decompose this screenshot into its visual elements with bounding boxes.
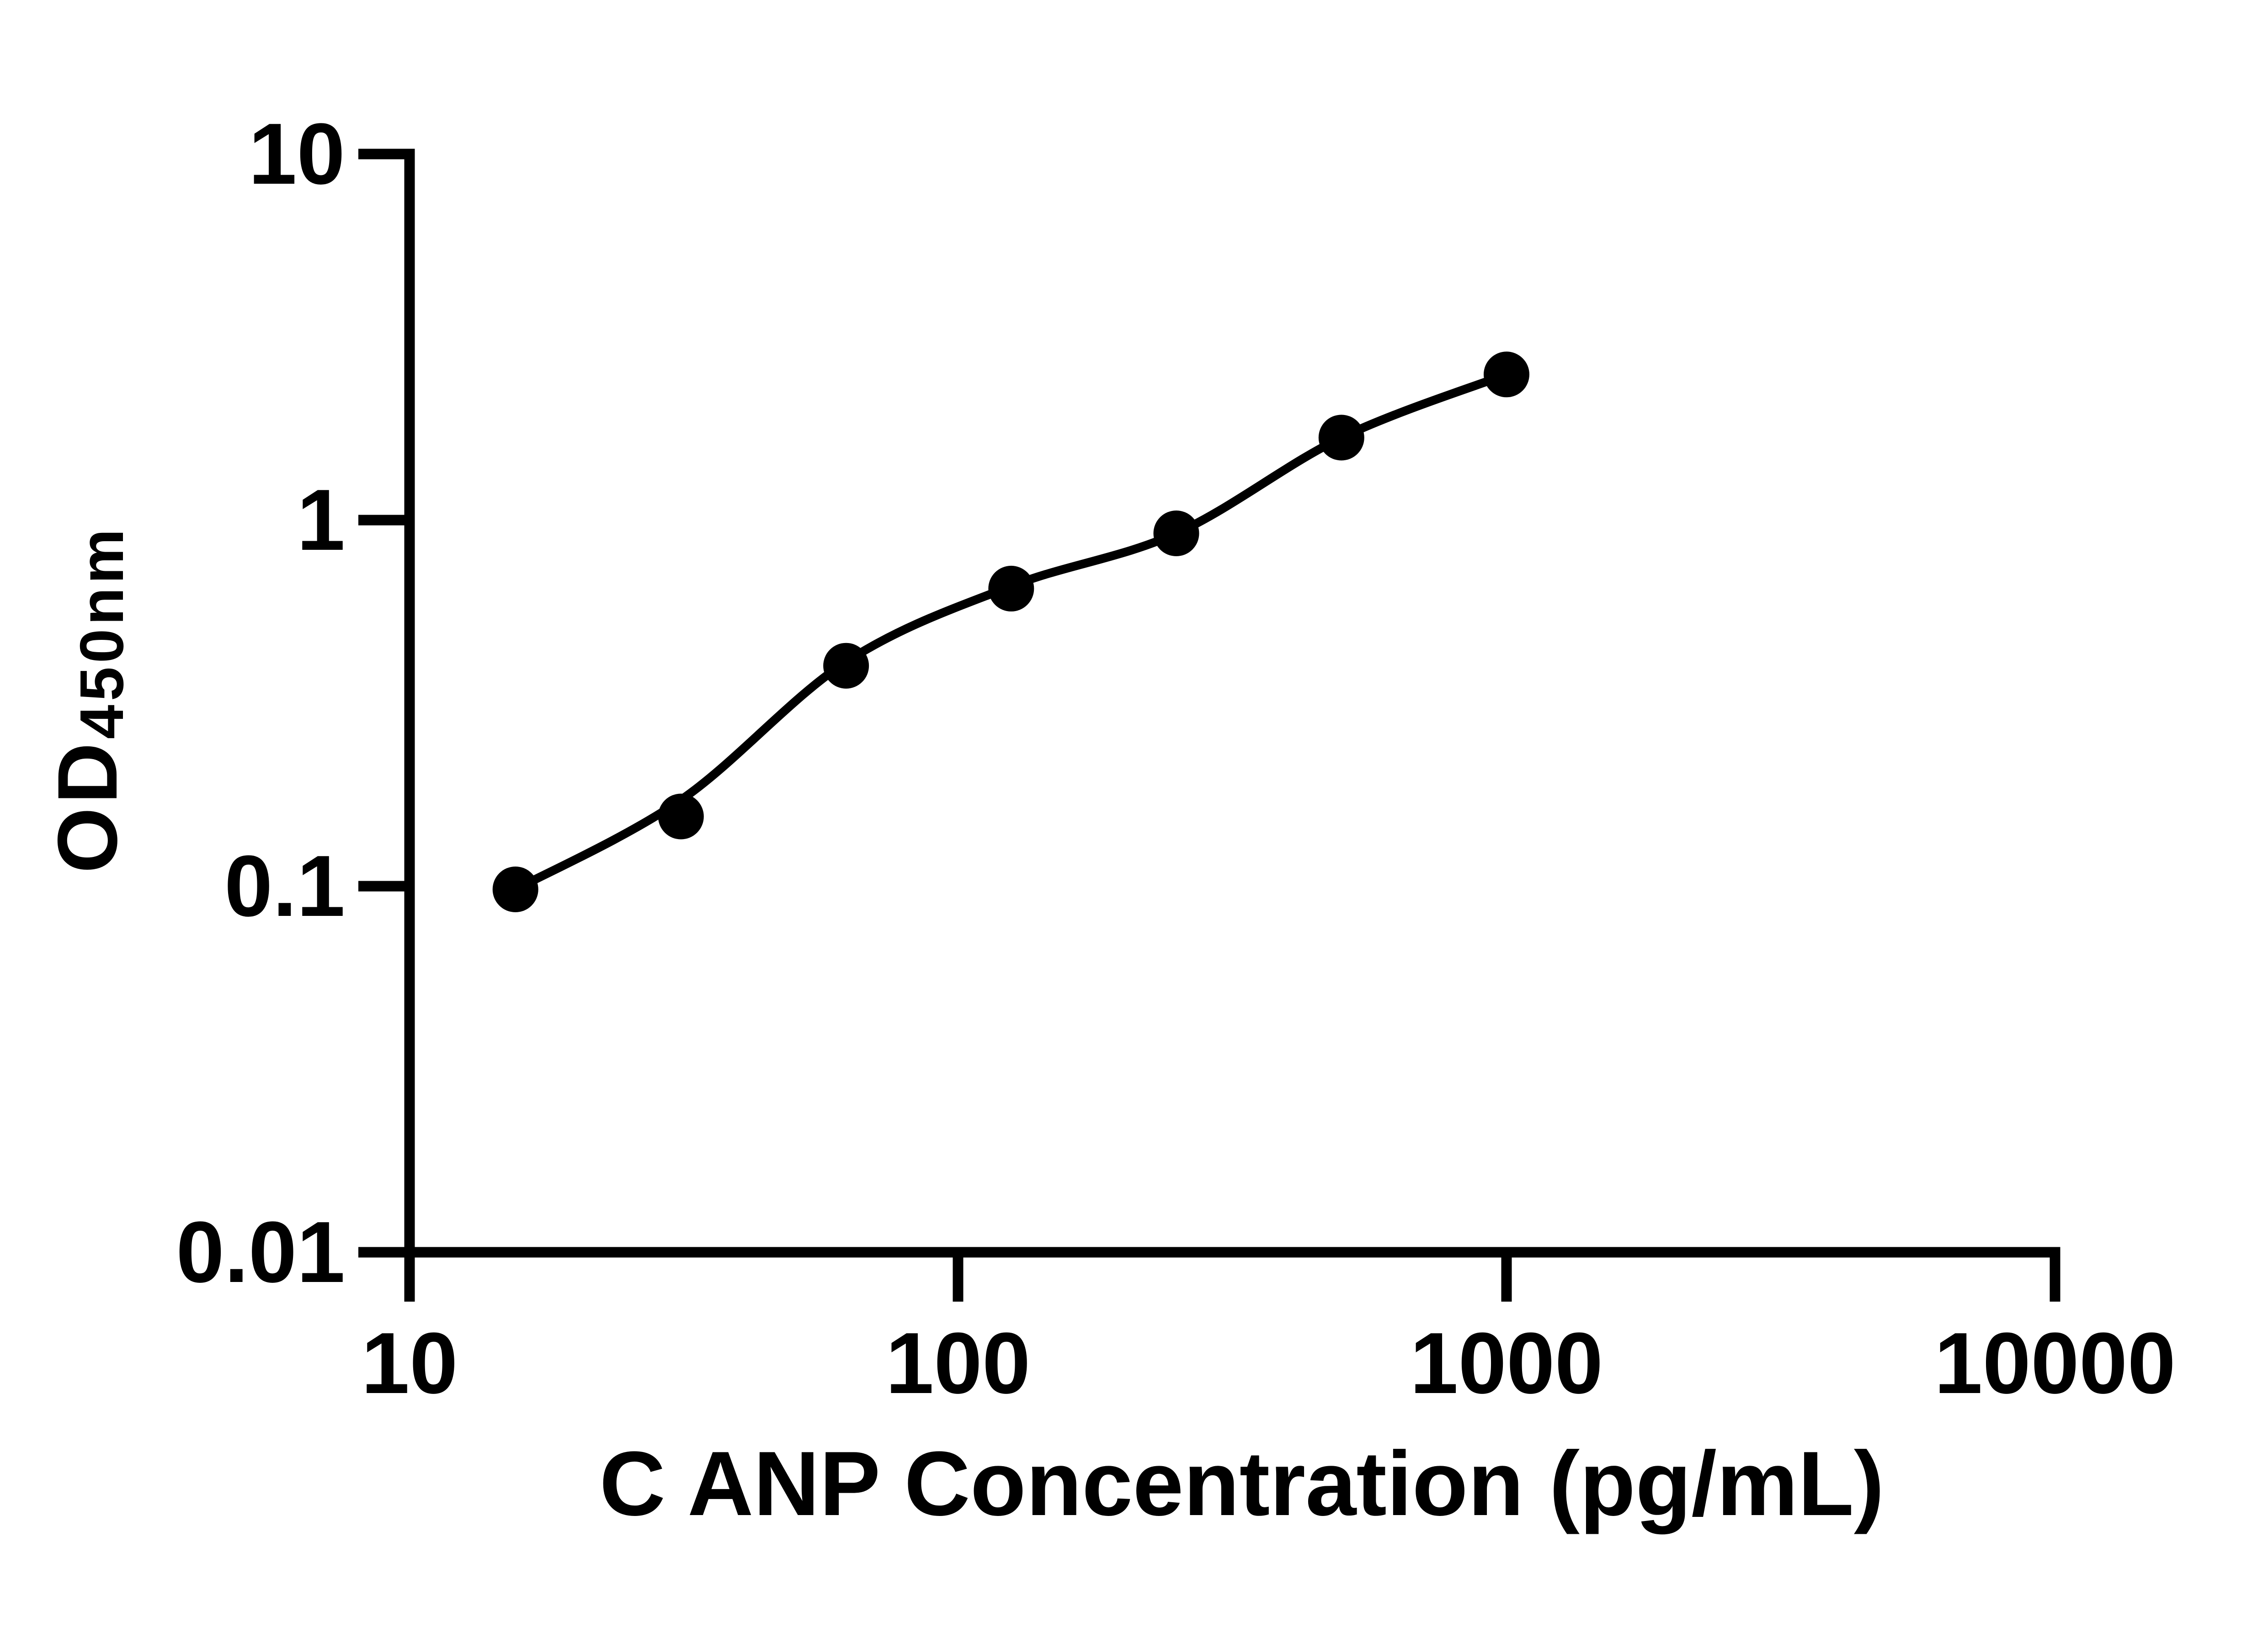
x-tick-label-10: 10 — [361, 1315, 458, 1412]
y-axis-title-main: OD — [41, 739, 135, 873]
axes — [404, 149, 2060, 1258]
data-point-31.25 — [658, 793, 704, 840]
plot-area — [492, 351, 1529, 912]
x-tick-label-100: 100 — [885, 1315, 1030, 1412]
data-point-250 — [1153, 511, 1199, 556]
y-tick-label-10: 10 — [249, 106, 345, 202]
y-axis-title: OD450nm — [41, 525, 136, 873]
data-point-62.5 — [823, 643, 869, 689]
data-point-15.6 — [492, 867, 538, 912]
data-point-500 — [1318, 415, 1364, 461]
y-tick-label-0.1: 0.1 — [224, 838, 345, 935]
data-point-125 — [988, 565, 1034, 612]
y-tick-label-0.01: 0.01 — [176, 1204, 345, 1301]
axis-ticks — [358, 149, 2060, 1302]
y-tick-label-1: 1 — [297, 472, 345, 569]
y-axis-title-subscript: 450nm — [67, 525, 136, 739]
x-tick-label-1000: 1000 — [1410, 1315, 1603, 1412]
data-point-1000 — [1484, 351, 1529, 398]
x-axis-title: C ANP Concentration (pg/mL) — [599, 1433, 1884, 1535]
x-tick-label-10000: 10000 — [1934, 1315, 2176, 1412]
